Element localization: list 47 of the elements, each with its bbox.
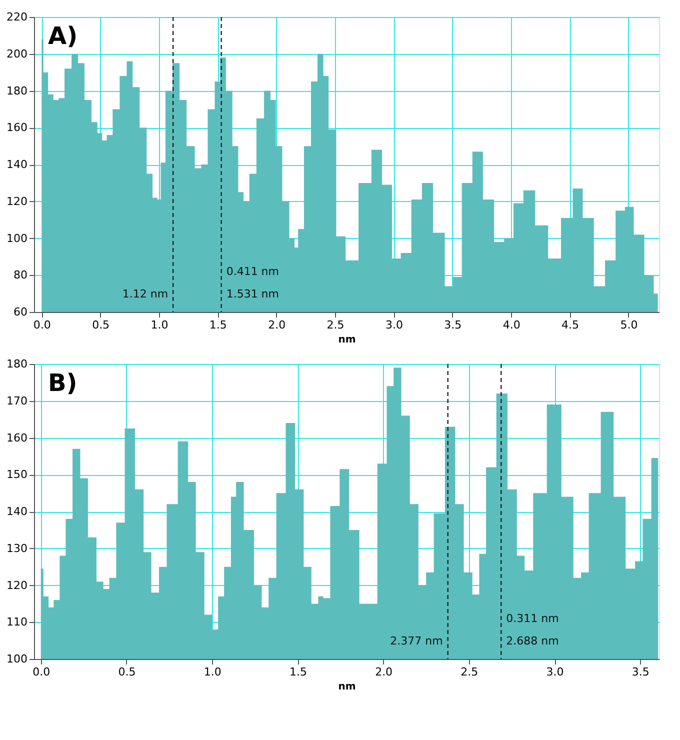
- x-tick-label: 2.5: [460, 666, 478, 678]
- annotation: 0.411 nm: [226, 265, 280, 278]
- y-tick-label: 160: [6, 121, 28, 134]
- y-tick-label: 180: [6, 358, 28, 370]
- y-tick-label: 180: [6, 84, 28, 98]
- x-tick-label: 2.5: [326, 318, 344, 332]
- x-tick-label: 1.5: [289, 666, 307, 678]
- y-tick-label: 100: [6, 652, 28, 666]
- ref-line-label: 1.531 nm: [226, 287, 280, 300]
- x-tick-label: 4.0: [502, 318, 520, 332]
- x-tick-label: 1.0: [150, 318, 168, 332]
- x-tick-label: 1.5: [209, 318, 227, 332]
- y-tick-label: 130: [6, 542, 28, 555]
- y-tick-label: 220: [6, 10, 28, 24]
- y-tick-label: 150: [6, 468, 28, 482]
- y-tick-label: 140: [6, 158, 28, 171]
- annotation: 0.311 nm: [506, 612, 559, 626]
- x-tick-label: 1.0: [204, 666, 222, 678]
- annotation: A): [48, 22, 78, 50]
- ref-line-label: 2.377 nm: [390, 634, 443, 648]
- x-tick-label: 2.0: [375, 666, 393, 678]
- ref-line-label: 2.688 nm: [506, 634, 559, 648]
- x-tick-label: 0.5: [92, 318, 110, 332]
- y-tick-label: 110: [6, 616, 28, 629]
- x-tick-label: 0.5: [118, 666, 136, 678]
- y-tick-label: 170: [6, 394, 28, 408]
- x-tick-label: 3.0: [546, 666, 564, 678]
- x-tick-label: 3.0: [385, 318, 403, 332]
- x-tick-label: 0.0: [32, 666, 50, 678]
- ref-line-label: 1.12 nm: [122, 287, 168, 300]
- y-tick-label: 120: [6, 194, 28, 208]
- y-tick-label: 200: [6, 47, 28, 60]
- x-axis-title: nm: [338, 334, 356, 346]
- x-tick-label: 5.0: [620, 318, 638, 332]
- y-tick-label: 80: [14, 268, 28, 282]
- y-tick-label: 140: [6, 505, 28, 518]
- y-tick-label: 60: [14, 306, 28, 318]
- y-tick-label: 100: [6, 232, 28, 245]
- x-axis-title: nm: [338, 682, 356, 692]
- x-tick-label: 3.5: [632, 666, 650, 678]
- annotation: B): [48, 369, 78, 397]
- y-tick-label: 120: [6, 578, 28, 592]
- x-tick-label: 4.5: [562, 318, 580, 332]
- y-tick-label: 160: [6, 431, 28, 444]
- x-tick-label: 3.5: [444, 318, 462, 332]
- x-tick-label: 2.0: [268, 318, 286, 332]
- x-tick-label: 0.0: [33, 318, 51, 332]
